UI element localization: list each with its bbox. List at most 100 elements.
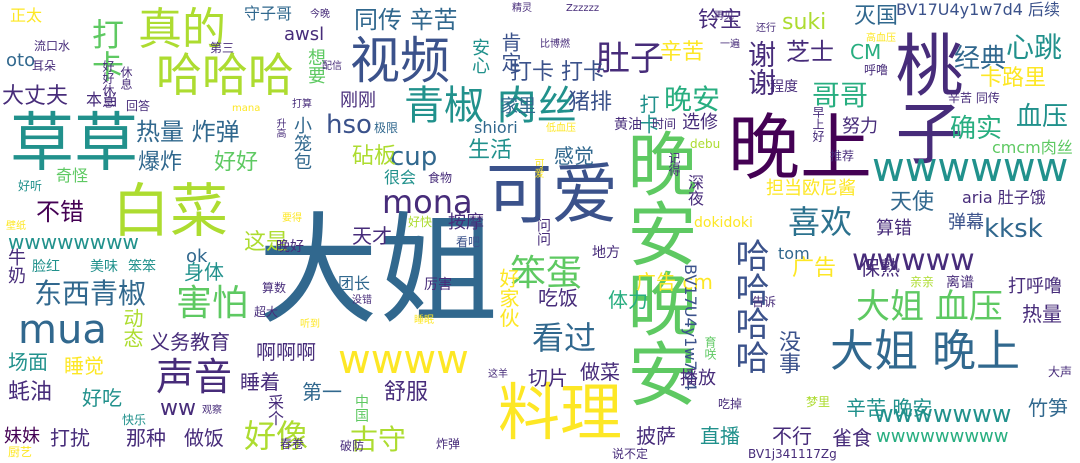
word: 哈哈哈 xyxy=(156,48,294,102)
word: 砧板 xyxy=(352,144,397,169)
word: 生活 xyxy=(468,138,513,163)
word: 早上好 xyxy=(811,106,825,142)
word: 广告 xyxy=(792,256,837,281)
word: 晚安晚安 xyxy=(616,128,698,408)
word: 配信 xyxy=(322,61,342,72)
word: 今晚 xyxy=(310,9,330,20)
word: 做饭 xyxy=(184,426,224,450)
word: mona xyxy=(382,183,473,221)
word: wwww xyxy=(338,337,469,383)
word: ok xyxy=(186,246,208,267)
word: 奇怪 xyxy=(56,166,89,185)
word: wwwwwwwww xyxy=(876,426,1009,447)
word: 很会 xyxy=(384,168,417,187)
word: 啊啊啊 xyxy=(256,340,316,364)
word: 声音 xyxy=(156,355,233,399)
word: 回答 xyxy=(126,99,151,113)
word: 家里 xyxy=(500,96,536,117)
word: 天使 xyxy=(890,190,935,215)
word: 程度 xyxy=(770,79,798,95)
word: kksk xyxy=(984,214,1043,244)
word: 第一 xyxy=(302,380,342,404)
word: mua xyxy=(18,307,107,353)
word: 那种 xyxy=(126,426,166,450)
word: 打算 xyxy=(292,99,312,110)
word: 耳朵 xyxy=(32,59,57,73)
word: 确实 xyxy=(950,114,1003,144)
word: 大丈夫 xyxy=(2,84,69,109)
word: 白菜 xyxy=(112,177,229,245)
word: 团长 xyxy=(338,274,371,293)
word: 晚好 xyxy=(276,239,304,255)
word: 笨蛋 xyxy=(510,253,583,294)
word: mana xyxy=(232,103,261,114)
word: 舒服 xyxy=(384,380,429,405)
word: dokidoki xyxy=(694,215,753,231)
word: 这羊 xyxy=(488,369,508,380)
word: 好快 xyxy=(408,215,433,229)
word: 肚子 xyxy=(596,39,664,79)
word: 动态 xyxy=(120,308,144,348)
word: 雀食 xyxy=(832,426,872,450)
word: 离谱 xyxy=(946,275,974,291)
word: 没错 xyxy=(352,295,372,306)
word: 爆炸 xyxy=(138,150,183,175)
word: aria 肚子饿 xyxy=(962,188,1046,207)
word: 看过 xyxy=(532,319,597,357)
word: 好像 xyxy=(244,417,309,455)
word: 直播 xyxy=(700,424,740,448)
word: 睡着 xyxy=(240,370,280,394)
word: 笨笨 xyxy=(128,259,156,275)
word: 食物 xyxy=(428,171,453,185)
word: 深夜 xyxy=(685,174,704,206)
word: 大姐 xyxy=(258,202,498,341)
word: 猪排 xyxy=(568,90,613,115)
word: 场面 xyxy=(8,350,48,374)
word: 春卷 xyxy=(280,437,305,451)
word: oto xyxy=(6,50,36,71)
word: 肯定 xyxy=(498,32,522,72)
word: 弹幕 xyxy=(948,212,984,233)
word: wwwwwww xyxy=(874,400,1012,428)
word: 按摩 xyxy=(448,212,484,233)
word: 哈哈哈哈 xyxy=(729,238,769,374)
word: 大声 xyxy=(1048,365,1073,379)
word: 想要 xyxy=(305,48,326,84)
word: 这是 xyxy=(244,230,289,255)
word: 打卡 打卡 xyxy=(510,60,605,85)
word: 芝士 xyxy=(786,38,834,66)
word: 披萨 xyxy=(636,424,676,448)
word: 快乐 xyxy=(122,413,147,427)
word: 观察 xyxy=(202,405,222,416)
word: 厨艺 xyxy=(8,445,33,459)
word: 再见 xyxy=(714,11,734,22)
word: 流口水 xyxy=(34,39,71,53)
word: awsl xyxy=(284,24,325,45)
word: 选修 xyxy=(682,112,718,133)
word: 哥哥 xyxy=(812,79,869,112)
word: 好家伙 xyxy=(496,268,520,328)
word: 一遍 xyxy=(720,39,740,50)
word: 美味 xyxy=(90,259,118,275)
word: 地方 xyxy=(592,245,620,261)
word: BV1j341117Zg xyxy=(748,447,837,461)
word: 辛苦 同传 xyxy=(948,91,1000,105)
word: 打卡 xyxy=(87,18,125,82)
word: 好听 xyxy=(18,179,43,193)
word: 打扰 xyxy=(50,426,90,450)
word: 还行 xyxy=(756,23,776,34)
word: 看吧 xyxy=(456,235,481,249)
word: 记得 xyxy=(667,152,681,176)
word: 晚安 xyxy=(664,83,721,116)
word: shiori xyxy=(474,118,518,137)
word: 可爱 xyxy=(532,158,543,178)
word: hso xyxy=(326,110,372,140)
word: 牛奶 xyxy=(5,248,26,284)
word: 切片 xyxy=(528,366,568,390)
word: 天才 xyxy=(352,224,392,248)
word: 身体 xyxy=(184,260,224,284)
word: 休息 xyxy=(119,66,133,90)
word: 好吃 xyxy=(82,386,122,410)
word: 安心 xyxy=(469,38,490,74)
